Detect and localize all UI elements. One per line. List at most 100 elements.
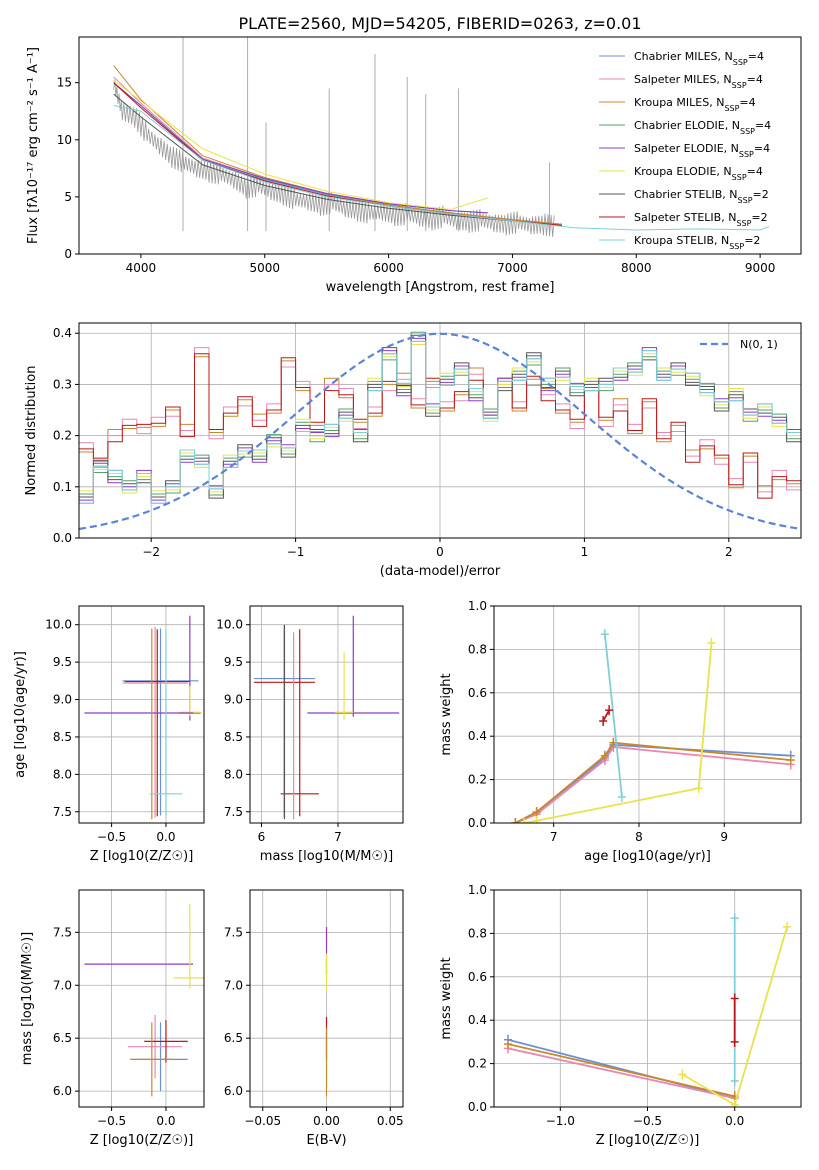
legend-subscript: SSP bbox=[740, 127, 755, 136]
histogram-step-line bbox=[79, 331, 801, 496]
x-tick-label: 2 bbox=[725, 545, 733, 559]
legend-label: Kroupa STELIB, NSSP=2 bbox=[634, 234, 760, 251]
legend-subscript: SSP bbox=[732, 173, 747, 182]
gaussian-legend-label: N(0, 1) bbox=[740, 338, 778, 351]
y-tick-label: 9.0 bbox=[53, 693, 72, 707]
x-tick-label: 9 bbox=[720, 830, 728, 844]
legend-subscript: SSP bbox=[738, 196, 753, 205]
x-tick-label: 7000 bbox=[497, 261, 528, 275]
x-tick-label: 0 bbox=[436, 545, 444, 559]
axes-frame bbox=[78, 36, 802, 255]
axes-frame bbox=[78, 322, 802, 539]
weight-line bbox=[514, 746, 791, 823]
legend-label: Salpeter ELODIE, NSSP=4 bbox=[634, 142, 770, 159]
y-tick-label: 7.5 bbox=[53, 805, 72, 819]
y-tick-label: 0.0 bbox=[468, 1100, 487, 1114]
x-tick-label: 6 bbox=[258, 830, 266, 844]
x-tick-label: 0.00 bbox=[313, 1114, 340, 1128]
gaussian-curve bbox=[79, 332, 801, 531]
x-tick-label: −1 bbox=[287, 545, 305, 559]
y-tick-label: 0 bbox=[64, 247, 72, 261]
x-tick-label: 4000 bbox=[126, 261, 157, 275]
legend-subscript: SSP bbox=[733, 58, 748, 67]
histogram-step-line bbox=[79, 334, 801, 499]
legend-suffix: =4 bbox=[755, 119, 771, 132]
model-spectrum-line bbox=[113, 80, 488, 211]
weight-vs-age-panel: 7 8 9 0.0 0.2 0.4 0.6 0.8 1.0 age [log10(age/yr)]… bbox=[439, 599, 802, 864]
y-tick-label: 0.6 bbox=[468, 686, 487, 700]
y-axis-label: Flux [fλ10⁻¹⁷ erg cm⁻² s⁻¹ A⁻¹] bbox=[26, 47, 41, 244]
legend-label: Kroupa MILES, NSSP=4 bbox=[634, 96, 756, 113]
y-tick-label: 8.0 bbox=[224, 767, 243, 781]
x-tick-label: −2 bbox=[142, 545, 160, 559]
legend-subscript: SSP bbox=[732, 81, 747, 90]
histogram-step-line bbox=[79, 337, 801, 501]
y-tick-label: 8.5 bbox=[53, 730, 72, 744]
histogram-step-line bbox=[79, 353, 801, 499]
y-tick-label: 7.5 bbox=[53, 925, 72, 939]
y-tick-label: 0.1 bbox=[53, 480, 72, 494]
residual-panel: −2 −1 0 1 2 0.0 0.1 0.2 0.3 0.4 (data-model)/error… bbox=[24, 322, 802, 579]
x-axis-label: mass [log10(M/M☉)] bbox=[260, 849, 393, 864]
legend-suffix: =4 bbox=[754, 142, 770, 155]
weight-line bbox=[507, 1047, 735, 1100]
y-tick-label: 6.0 bbox=[224, 1084, 243, 1098]
legend-label: Salpeter MILES, NSSP=4 bbox=[634, 73, 763, 90]
y-axis-label: mass weight bbox=[439, 957, 454, 1039]
x-axis-label: Z [log10(Z/Z☉)] bbox=[90, 1133, 194, 1148]
y-tick-label: 9.5 bbox=[53, 655, 72, 669]
y-tick-label: 8.0 bbox=[53, 767, 72, 781]
y-tick-label: 0.4 bbox=[468, 729, 487, 743]
y-axis-label: age [log10(age/yr)] bbox=[13, 651, 28, 778]
model-spectrum-line bbox=[113, 105, 769, 231]
legend-suffix: =4 bbox=[739, 96, 755, 109]
x-tick-label: 0.0 bbox=[156, 1114, 175, 1128]
y-tick-label: 0.0 bbox=[468, 816, 487, 830]
histogram-step-line bbox=[79, 344, 801, 494]
observed-spectrum bbox=[113, 79, 555, 238]
axes-frame bbox=[78, 889, 205, 1108]
legend-suffix: =4 bbox=[748, 50, 764, 63]
mass-vs-ebv-panel: −0.05 0.00 0.05 6.0 6.5 7.0 7.5 E(B-V) bbox=[224, 889, 404, 1148]
axes-frame bbox=[249, 889, 404, 1108]
legend-suffix: =4 bbox=[747, 165, 763, 178]
x-tick-label: 0.0 bbox=[725, 1114, 744, 1128]
legend-label: Chabrier MILES, NSSP=4 bbox=[634, 50, 764, 67]
y-tick-label: 0.4 bbox=[468, 1013, 487, 1027]
y-tick-label: 0.2 bbox=[468, 773, 487, 787]
y-tick-label: 6.0 bbox=[53, 1084, 72, 1098]
errorbar-group bbox=[253, 615, 400, 820]
age-vs-z-panel: −0.5 0.0 7.5 8.0 8.5 9.0 9.5 10.0 Z [log10(Z/Z☉)… bbox=[13, 605, 205, 864]
x-tick-label: −0.5 bbox=[97, 830, 126, 844]
y-tick-label: 10 bbox=[57, 133, 72, 147]
y-tick-label: 9.5 bbox=[224, 655, 243, 669]
legend-suffix: =4 bbox=[747, 73, 763, 86]
legend-label: Chabrier STELIB, NSSP=2 bbox=[634, 188, 769, 205]
x-tick-label: −0.5 bbox=[633, 1114, 662, 1128]
axes-frame bbox=[493, 605, 802, 824]
x-tick-label: 5000 bbox=[249, 261, 280, 275]
x-tick-label: 7 bbox=[550, 830, 558, 844]
y-tick-label: 0.2 bbox=[468, 1057, 487, 1071]
y-tick-label: 9.0 bbox=[224, 693, 243, 707]
weight-vs-z-panel: −1.0 −0.5 0.0 0.0 0.2 0.4 0.6 0.8 1.0 Z [log10(Z/… bbox=[439, 883, 802, 1148]
x-axis-label: Z [log10(Z/Z☉)] bbox=[596, 1133, 700, 1148]
legend-suffix: =2 bbox=[744, 234, 760, 247]
spectrum-lines bbox=[113, 37, 769, 238]
y-tick-label: 15 bbox=[57, 76, 72, 90]
weight-line bbox=[507, 1038, 735, 1100]
y-tick-label: 1.0 bbox=[468, 883, 487, 897]
x-axis-label: E(B-V) bbox=[306, 1133, 346, 1148]
weight-line bbox=[523, 642, 713, 823]
model-spectrum-line bbox=[113, 82, 488, 214]
legend-subscript: SSP bbox=[724, 104, 739, 113]
x-tick-label: 0.0 bbox=[156, 830, 175, 844]
y-tick-label: 0.0 bbox=[53, 531, 72, 545]
spectrum-legend: Chabrier MILES, NSSP=4 Salpeter MILES, NS… bbox=[599, 50, 771, 251]
y-tick-label: 10.0 bbox=[216, 618, 243, 632]
legend-subscript: SSP bbox=[729, 242, 744, 251]
x-tick-label: −1.0 bbox=[546, 1114, 575, 1128]
legend-label: Salpeter STELIB, NSSP=2 bbox=[634, 211, 768, 228]
axes-frame bbox=[249, 605, 404, 824]
